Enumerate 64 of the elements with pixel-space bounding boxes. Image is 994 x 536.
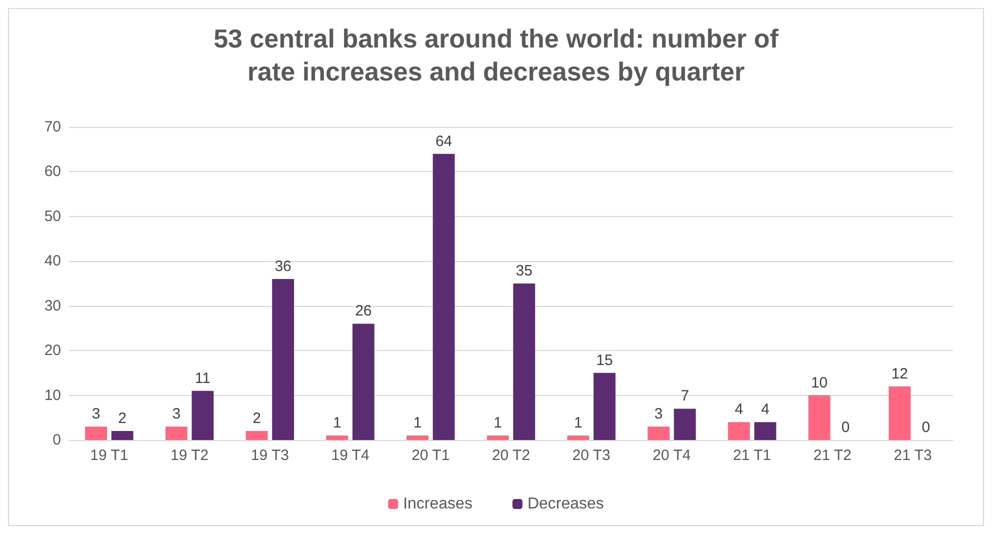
bar — [246, 431, 268, 440]
bar — [352, 324, 374, 440]
bar — [674, 408, 696, 440]
x-tick-label: 20 T4 — [652, 447, 691, 464]
data-label: 15 — [596, 352, 613, 369]
bar — [728, 422, 750, 440]
bar — [888, 386, 911, 440]
x-tick-label: 19 T1 — [90, 447, 128, 464]
x-tick-label: 21 T2 — [813, 447, 852, 464]
x-tick-label: 21 T3 — [894, 447, 932, 464]
bar — [165, 426, 188, 440]
data-label: 1 — [574, 414, 582, 432]
bar — [754, 422, 776, 440]
y-tick-label: 70 — [44, 118, 61, 136]
legend-label: Decreases — [527, 496, 604, 512]
data-label: 4 — [734, 401, 744, 418]
x-tick-label: 20 T2 — [492, 447, 530, 464]
data-label: 36 — [274, 258, 292, 276]
y-tick-label: 30 — [44, 297, 61, 314]
data-label: 26 — [355, 302, 372, 320]
bar — [648, 426, 670, 440]
x-tick-label: 19 T2 — [170, 447, 209, 464]
bar — [85, 426, 107, 440]
data-label: 11 — [194, 370, 210, 387]
data-label: 0 — [841, 419, 850, 436]
chart-title: 53 central banks around the world: number of rate increases and decreases by quarter — [214, 24, 779, 86]
x-tick-label: 19 T4 — [331, 447, 370, 464]
data-label: 1 — [413, 414, 422, 432]
data-label: 2 — [118, 410, 127, 428]
data-label: 1 — [332, 414, 342, 432]
bar — [272, 279, 294, 440]
data-label: 1 — [494, 414, 502, 432]
x-tick-label: 20 T1 — [412, 447, 450, 464]
y-tick-label: 10 — [44, 386, 61, 404]
data-label: 64 — [435, 132, 452, 150]
bar — [808, 395, 830, 440]
bar — [432, 154, 455, 440]
bar — [326, 436, 348, 440]
data-label: 3 — [172, 406, 181, 423]
bar — [567, 436, 590, 440]
data-label: 2 — [252, 410, 261, 428]
bar — [513, 284, 536, 440]
data-label: 0 — [922, 419, 930, 436]
y-tick-label: 50 — [44, 208, 61, 225]
bar — [111, 431, 134, 440]
data-label: 3 — [92, 406, 100, 423]
y-tick-label: 60 — [44, 163, 61, 180]
y-tick-label: 0 — [52, 432, 61, 448]
bar — [406, 436, 428, 440]
legend-label: Increases — [403, 496, 472, 512]
data-label: 12 — [891, 365, 908, 382]
bar — [486, 436, 509, 440]
x-tick-label: 19 T3 — [250, 447, 289, 464]
data-label: 7 — [680, 388, 690, 405]
x-tick-label: 20 T3 — [572, 447, 610, 464]
data-label: 10 — [810, 374, 828, 392]
bar — [594, 372, 616, 440]
x-tick-label: 21 T1 — [733, 447, 772, 464]
y-tick-label: 40 — [44, 252, 61, 270]
data-label: 3 — [654, 406, 663, 423]
y-tick-label: 20 — [44, 342, 61, 360]
data-label: 4 — [761, 401, 770, 418]
data-label: 35 — [516, 262, 532, 280]
bar — [192, 390, 214, 440]
